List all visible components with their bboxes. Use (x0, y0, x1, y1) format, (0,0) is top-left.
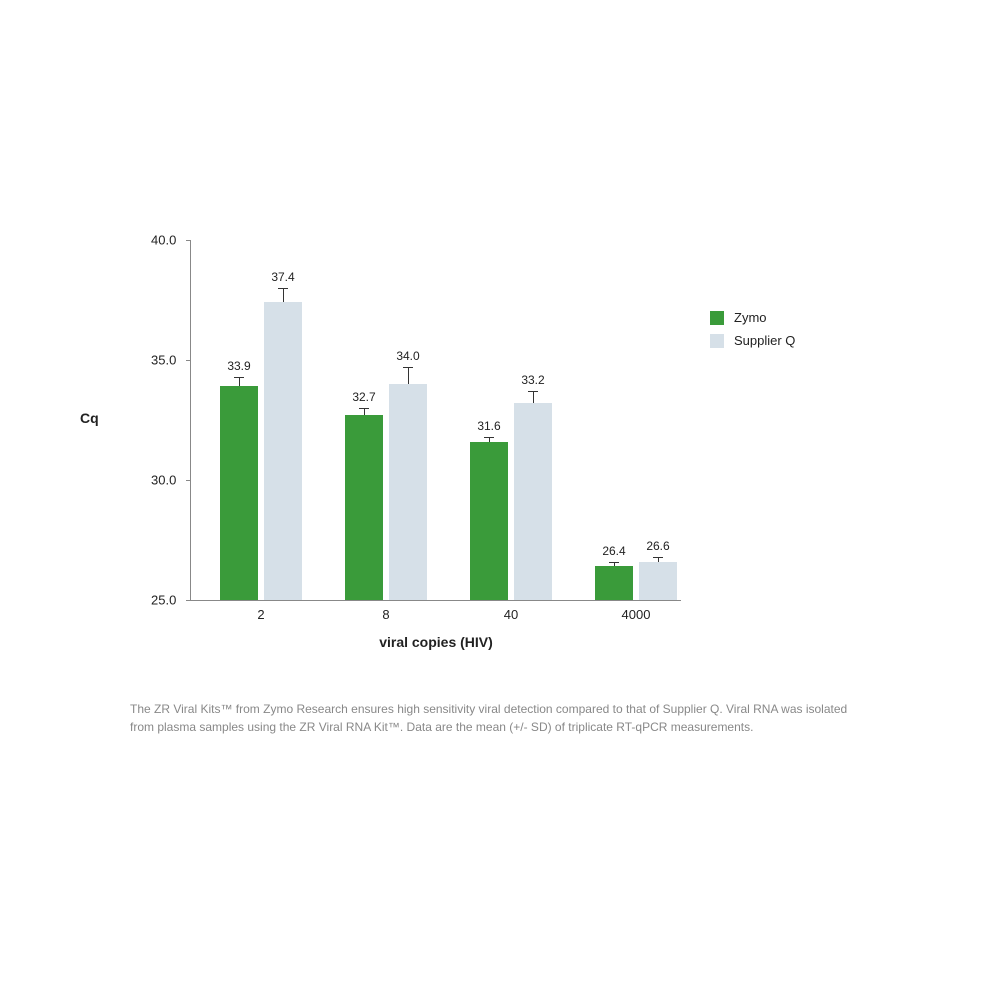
error-bar (283, 288, 284, 302)
y-tick-mark (186, 480, 191, 481)
bar (595, 566, 633, 600)
error-bar (239, 377, 240, 387)
error-cap (234, 377, 244, 378)
error-cap (403, 367, 413, 368)
bar-value-label: 34.0 (396, 349, 419, 363)
bar (470, 442, 508, 600)
bar-value-label: 31.6 (477, 419, 500, 433)
error-cap (359, 408, 369, 409)
y-axis-label: Cq (80, 410, 99, 426)
bar (514, 403, 552, 600)
bar-value-label: 33.9 (227, 359, 250, 373)
y-tick-label: 30.0 (151, 473, 176, 488)
legend-item: Supplier Q (710, 333, 795, 348)
error-cap (609, 562, 619, 563)
bar (389, 384, 427, 600)
legend-text: Zymo (734, 310, 767, 325)
bar (220, 386, 258, 600)
y-tick-mark (186, 360, 191, 361)
error-bar (364, 408, 365, 415)
legend-swatch (710, 311, 724, 325)
bar-value-label: 26.4 (602, 544, 625, 558)
error-cap (484, 437, 494, 438)
x-tick-label: 4000 (622, 607, 651, 622)
legend-item: Zymo (710, 310, 795, 325)
bar-value-label: 33.2 (521, 373, 544, 387)
error-cap (278, 288, 288, 289)
y-tick-label: 40.0 (151, 233, 176, 248)
x-tick-label: 40 (504, 607, 518, 622)
chart-container: Cq viral copies (HIV) 25.030.035.040.023… (130, 240, 870, 660)
caption: The ZR Viral Kits™ from Zymo Research en… (130, 700, 870, 736)
bar (639, 562, 677, 600)
bar-value-label: 26.6 (646, 539, 669, 553)
bar (264, 302, 302, 600)
error-bar (408, 367, 409, 384)
y-tick-mark (186, 600, 191, 601)
legend-text: Supplier Q (734, 333, 795, 348)
error-bar (533, 391, 534, 403)
plot-area: viral copies (HIV) 25.030.035.040.0233.9… (190, 240, 681, 601)
error-cap (653, 557, 663, 558)
legend: Zymo Supplier Q (710, 310, 795, 356)
bar-value-label: 37.4 (271, 270, 294, 284)
error-cap (528, 391, 538, 392)
legend-swatch (710, 334, 724, 348)
x-axis-label: viral copies (HIV) (191, 634, 681, 650)
bar (345, 415, 383, 600)
y-tick-mark (186, 240, 191, 241)
x-tick-label: 2 (257, 607, 264, 622)
y-tick-label: 35.0 (151, 353, 176, 368)
x-tick-label: 8 (382, 607, 389, 622)
bar-value-label: 32.7 (352, 390, 375, 404)
y-tick-label: 25.0 (151, 593, 176, 608)
